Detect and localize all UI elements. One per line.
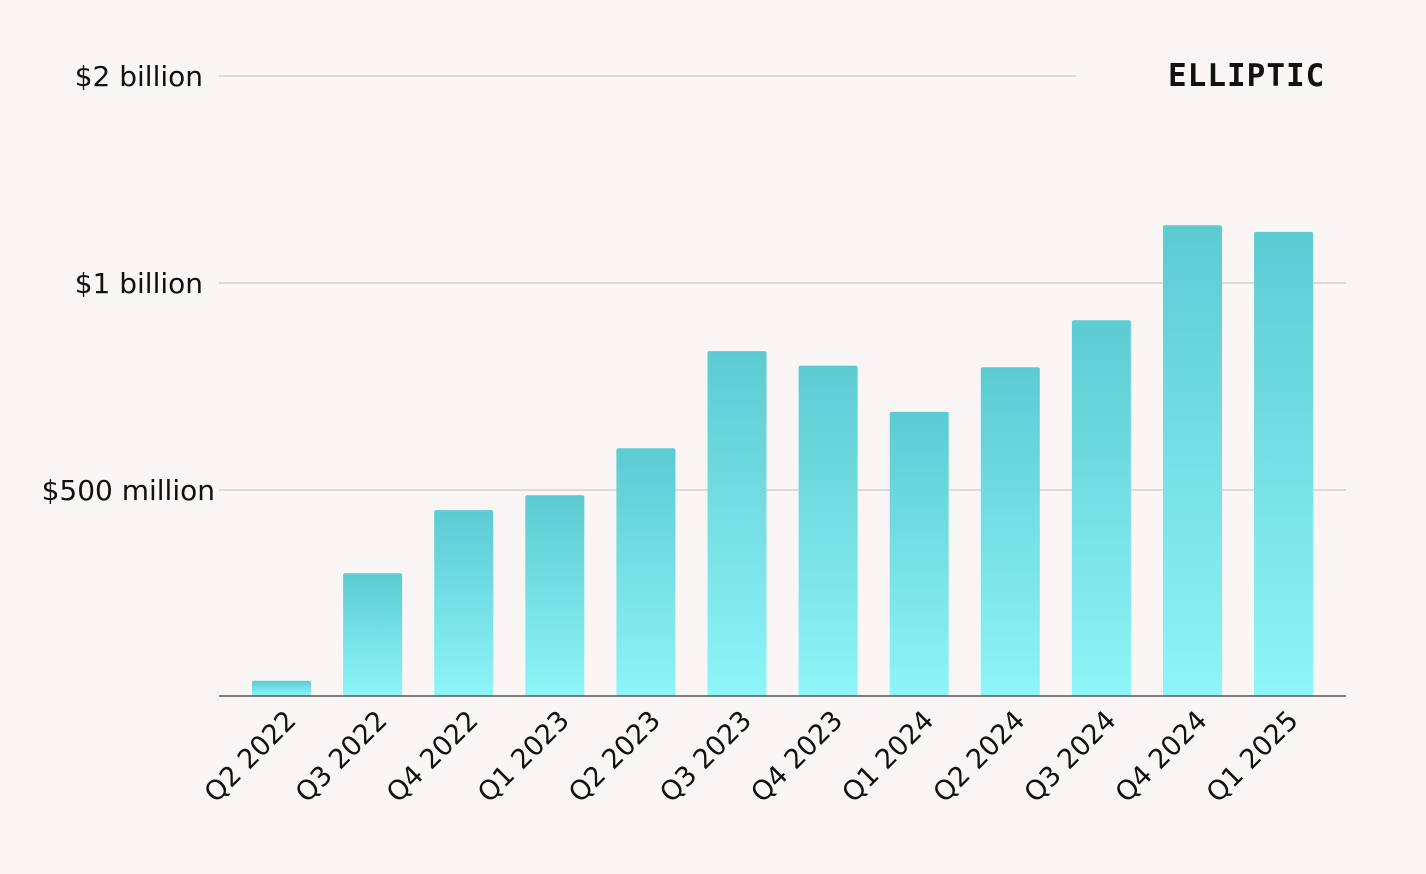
- y-tick-label: $500 million: [42, 474, 215, 507]
- x-tick-label: Q4 2022: [381, 705, 485, 809]
- x-tick-label: Q3 2022: [290, 705, 394, 809]
- bar: [343, 573, 403, 696]
- y-tick-label: $2 billion: [75, 60, 203, 93]
- bar: [980, 367, 1040, 696]
- x-tick-label: Q2 2022: [199, 705, 303, 809]
- bar: [525, 495, 585, 696]
- x-tick-label: Q2 2024: [927, 705, 1031, 809]
- bars: [252, 225, 1314, 696]
- bar: [798, 365, 858, 696]
- x-tick-label: Q3 2024: [1019, 705, 1123, 809]
- x-tick-label: Q1 2023: [472, 705, 576, 809]
- bar: [1254, 231, 1314, 696]
- gridlines: [219, 75, 1346, 491]
- bar: [252, 680, 311, 696]
- x-tick-label: Q4 2023: [745, 705, 849, 809]
- x-tick-label: Q1 2025: [1201, 705, 1305, 809]
- x-tick-label: Q3 2023: [654, 705, 758, 809]
- bar: [434, 510, 494, 696]
- x-tick-label: Q2 2023: [563, 705, 667, 809]
- x-tick-label: Q1 2024: [836, 705, 940, 809]
- y-axis-ticks: $500 million $1 billion $2 billion: [42, 60, 215, 507]
- bar: [1163, 225, 1222, 696]
- y-tick-label: $1 billion: [75, 267, 203, 300]
- elliptic-logo: ELLIPTIC: [1168, 58, 1326, 94]
- bar: [707, 351, 767, 696]
- bar: [616, 448, 676, 696]
- bar: [1071, 320, 1131, 696]
- x-tick-label: Q4 2024: [1110, 705, 1214, 809]
- bar: [889, 411, 949, 696]
